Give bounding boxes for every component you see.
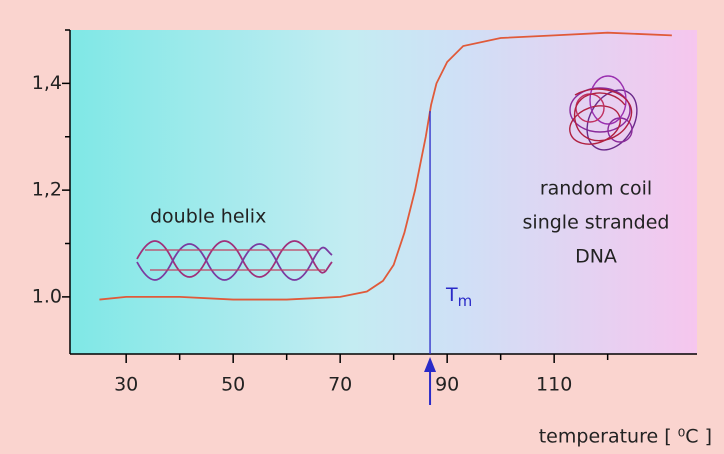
helix-illustration bbox=[136, 240, 333, 281]
tm-label: Tm bbox=[445, 284, 472, 310]
tm-label-sub: m bbox=[458, 292, 473, 310]
helix-label: double helix bbox=[150, 206, 266, 228]
coil-label: random coil bbox=[540, 178, 652, 200]
tm-arrowhead bbox=[424, 357, 437, 372]
x-tick-label: 70 bbox=[328, 374, 352, 396]
x-tick-label: 90 bbox=[435, 374, 459, 396]
plot-area bbox=[70, 30, 697, 354]
x-tick-label: 50 bbox=[221, 374, 245, 396]
coil-label: single stranded bbox=[523, 212, 670, 234]
curve bbox=[99, 31, 672, 301]
coil-illustration bbox=[569, 75, 638, 151]
x-tick-label: 110 bbox=[536, 374, 572, 396]
x-tick-label: 30 bbox=[114, 374, 138, 396]
coil-label: DNA bbox=[575, 246, 617, 268]
y-tick-label: 1,2 bbox=[32, 179, 62, 201]
tm-label-main: T bbox=[445, 284, 458, 306]
x-axis-label: temperature [ ⁰C ] bbox=[539, 426, 712, 448]
y-tick-label: 1,4 bbox=[32, 72, 62, 94]
y-tick-label: 1.0 bbox=[32, 285, 62, 307]
